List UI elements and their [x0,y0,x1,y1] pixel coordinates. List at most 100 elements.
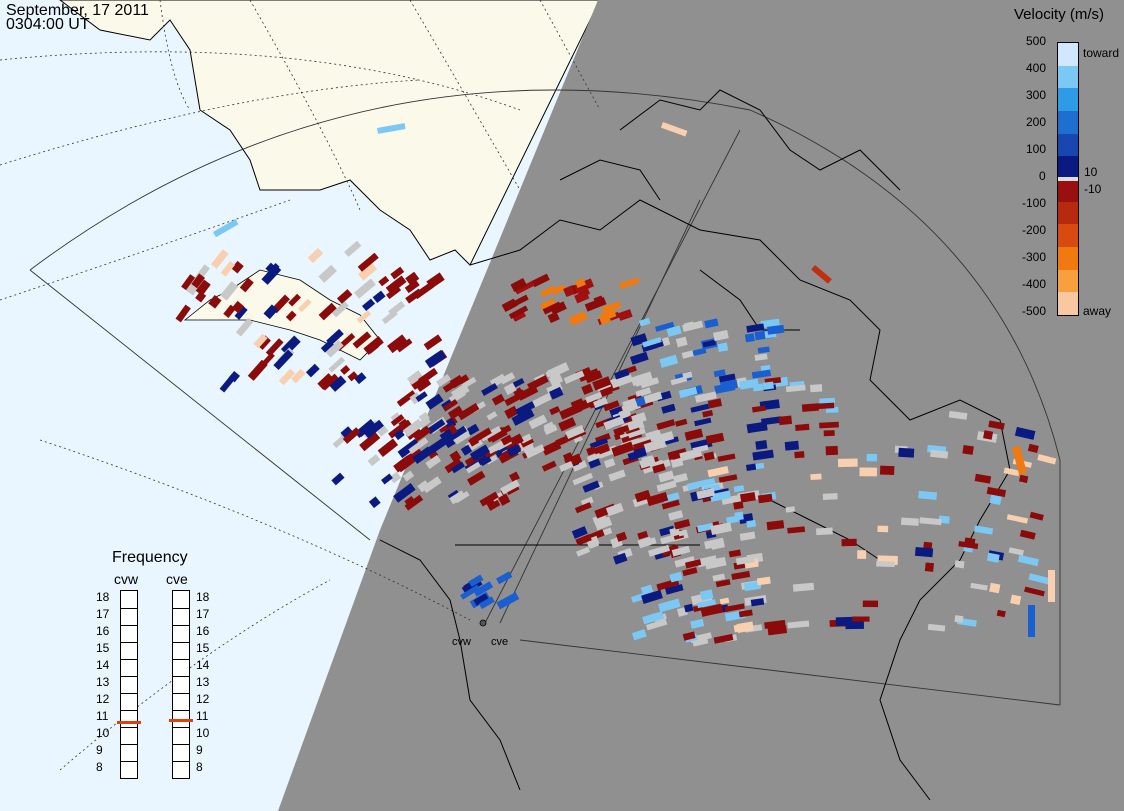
echo-cell [656,480,677,492]
echo-cell [954,560,965,569]
echo-cell [751,405,766,413]
echo-cell [460,444,473,456]
echo-cell [469,427,492,445]
echo-cell [746,519,757,528]
echo-cell [866,453,878,462]
echo-cell [388,423,405,439]
echo-cell [586,446,597,456]
echo-cell [575,278,586,289]
echo-cell [551,284,566,295]
frequency-scale-label-right: 15 [196,641,210,655]
velocity-tick: 0 [1039,169,1046,183]
echo-cell [531,273,550,288]
echo-cell [704,556,727,570]
colorbar-segment [1058,247,1078,271]
echo-cell [508,305,529,319]
echo-cell [630,593,645,603]
echo-cell [683,603,694,613]
echo-cell [1011,445,1027,476]
echo-cell [767,625,788,636]
echo-cell [792,582,815,592]
colorbar-segment [1058,43,1078,67]
frequency-radar-label-cve: cve [166,571,188,587]
echo-cell [630,371,653,387]
echo-cell [810,473,822,481]
echo-cell [718,474,738,483]
echo-cell [986,552,1000,563]
echo-cell [983,430,994,440]
frequency-tick-line [121,744,137,745]
echo-cell [713,369,726,378]
echo-cell [547,311,560,324]
velocity-tick: -10 [1084,182,1102,196]
echo-cell [447,425,468,442]
echo-cell [745,463,757,472]
echo-cell [739,531,756,541]
echo-cell [576,546,591,557]
echo-cell [503,382,517,395]
echo-cell [340,426,353,439]
echo-cell [702,339,716,348]
echo-cell [469,444,490,462]
echo-cell [307,247,324,264]
echo-cell [655,321,675,332]
echo-cell [1019,529,1036,540]
echo-cell [857,550,867,559]
echo-cell [762,381,774,390]
colorbar-segment [1058,111,1078,135]
velocity-tick: 10 [1084,165,1098,179]
echo-cell [810,384,823,393]
frequency-radar-label-cvw: cvw [114,571,139,587]
echo-cell [700,589,714,601]
echo-cell [481,382,498,396]
echo-cell [559,403,583,420]
frequency-tick-line [121,608,137,609]
frequency-column-cvw [117,590,141,779]
echo-cell [705,432,725,445]
echo-cell [672,473,688,484]
echo-cell [618,277,640,290]
echo-cell [627,427,646,439]
velocity-legend-title: Velocity (m/s) [1014,6,1105,23]
land-polygon-alaska [59,0,601,266]
echo-cell [368,496,381,509]
velocity-tick: 200 [1026,115,1047,129]
velocity-tick: -500 [1022,304,1047,318]
echo-cell [608,469,626,482]
echo-cell [690,618,705,629]
echo-cell [841,538,857,547]
echo-cell [644,457,655,466]
echo-cell [486,411,498,421]
echo-cell [572,460,588,472]
echo-cell [757,346,770,354]
velocity-tick: 300 [1026,88,1047,102]
colorbar-segment [1058,88,1078,112]
echo-cell [660,121,688,137]
echo-cell [479,491,499,507]
echo-cell [715,579,731,588]
echo-cell [381,473,393,485]
echo-cell [451,461,465,474]
frequency-tick-line [173,608,189,609]
echo-cell [704,318,719,329]
echo-cell [402,470,415,482]
echo-cell [974,473,992,484]
echo-cell [393,429,405,441]
echo-cell [614,368,630,380]
frequency-scale-label-left: 9 [96,743,103,757]
echo-cell [736,621,754,633]
echo-cell [500,479,520,495]
echo-cell [876,561,895,568]
echo-cell [671,545,691,557]
echo-cell [914,547,934,558]
echo-cell [674,418,688,427]
frequency-column-cve [169,590,193,779]
echo-cell [491,393,505,406]
frequency-tick-line [173,727,189,728]
echo-cell [231,300,245,314]
frequency-tick-line [173,625,189,626]
echo-cell [443,398,459,412]
echo-cell [682,371,693,380]
echo-cell [496,592,520,610]
echo-cell [387,334,408,354]
